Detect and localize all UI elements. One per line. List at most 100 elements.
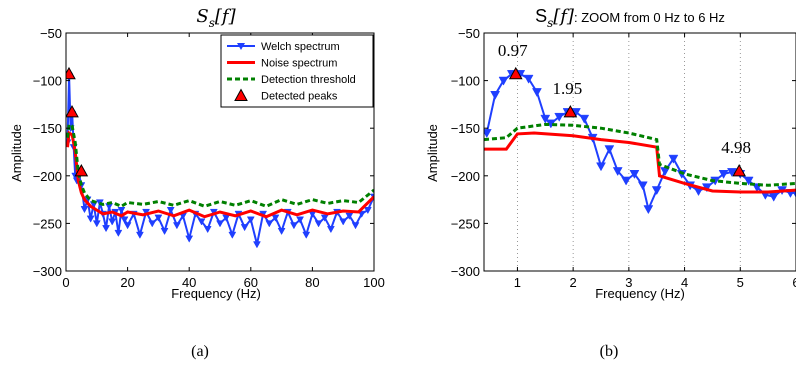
data-point-welch [123,222,132,230]
data-point-welch [554,112,565,122]
data-point-welch [651,186,662,196]
data-point-welch [668,154,679,164]
y-tick-label: −250 [451,216,480,231]
peak-annotation: 1.95 [552,79,582,98]
x-axis-label-a: Frequency (Hz) [171,286,261,301]
data-point-welch [289,222,298,230]
detected-peak-marker [66,66,76,80]
data-point-welch [339,218,348,226]
data-point-welch [320,214,329,222]
legend-label: Noise spectrum [261,58,337,70]
plot-area-a [66,66,374,249]
data-point-welch [172,222,181,230]
legend-marker-welch [237,43,245,50]
chart-title-a: Ss[f] [196,6,236,30]
peak-annotation: 0.97 [498,41,528,60]
data-point-welch [596,162,606,172]
detected-peak-marker [508,66,523,80]
chart-panel-a: Ss[f] 0 20 40 60 80 100 −300 −250 −200 −150 −100 −5… [9,6,385,360]
data-point-welch [114,229,123,237]
series-line-welch [66,75,374,245]
panel-label-b: (b) [600,343,619,360]
legend-label: Detected peaks [261,91,338,103]
x-tick-label: 5 [737,275,744,290]
data-point-welch [160,227,169,236]
data-point-welch [637,181,648,191]
data-point-welch [246,216,255,224]
y-tick-label: −50 [40,26,62,41]
detected-peak-marker [563,104,578,118]
data-point-welch [540,114,551,124]
series-line-noise [484,131,796,194]
data-point-welch [102,225,110,233]
x-tick-label: 60 [244,275,258,290]
data-point-welch [92,220,101,228]
data-point-welch [240,224,249,232]
data-point-welch [271,214,280,222]
data-point-welch [498,76,509,86]
data-point-welch [154,214,163,222]
series-line-noise [66,130,374,219]
data-point-welch [216,220,224,228]
data-point-welch [743,176,754,186]
x-tick-label: 0 [62,275,69,290]
data-point-welch [86,215,95,223]
data-point-welch [117,207,126,215]
data-point-welch [523,74,534,84]
data-point-welch [484,129,492,138]
data-point-welch [326,226,335,234]
data-point-welch [621,176,631,186]
x-tick-label: 3 [625,275,632,290]
series-line-threshold [66,121,374,208]
x-tick-label: 1 [514,275,521,290]
plot-area-b: 0.97 1.95 4.98 [484,33,796,271]
y-axis-label-a: Amplitude [9,124,24,182]
data-point-welch [532,88,542,98]
data-point-welch [265,220,274,228]
data-point-welch [314,220,323,228]
data-point-welch [490,91,501,100]
y-tick-label: −250 [33,216,62,231]
data-point-welch [727,168,737,178]
y-tick-label: −150 [33,121,62,136]
data-point-welch [228,231,237,239]
detected-peak-marker [66,104,79,118]
legend: Welch spectrum Noise spectrum Detection th… [220,34,374,108]
data-point-welch [351,222,360,230]
data-point-welch [135,231,144,239]
y-tick-label: −150 [451,121,480,136]
data-point-welch [718,170,729,179]
y-tick-label: −200 [451,169,480,184]
data-point-welch [579,114,590,124]
y-tick-label: −100 [33,74,62,89]
x-tick-label: 6 [792,275,796,290]
data-point-welch [185,235,194,243]
y-tick-label: −300 [451,264,480,279]
x-tick-label: 80 [305,275,319,290]
x-tick-label: 100 [363,275,385,290]
x-tick-label: 4 [681,275,688,290]
panel-label-a: (a) [191,343,209,360]
data-point-welch [302,231,311,239]
plot-frame [65,32,375,272]
data-point-welch [643,205,654,215]
data-point-welch [768,192,779,202]
peak-annotation: 4.98 [721,138,751,157]
y-tick-label: −300 [33,264,62,279]
detected-peak-marker [732,164,747,177]
series-line-threshold [484,122,796,187]
x-tick-label: 2 [570,275,577,290]
x-tick-label: 20 [120,275,134,290]
data-point-welch [80,206,89,214]
legend-marker-peaks [234,88,248,101]
data-point-welch [120,216,129,224]
data-point-welch [203,226,212,234]
data-point-welch [166,207,175,215]
axes-b: 1 2 3 4 5 6 −300 −250 −200 −150 −100 −50 [451,26,796,290]
data-point-welch [253,241,261,249]
data-point-welch [296,216,305,224]
legend-label: Detection threshold [261,74,356,86]
axes-a: 0 20 40 60 80 100 −300 −250 −200 −150 −100 −50 [33,26,385,290]
plot-frame [483,32,796,272]
